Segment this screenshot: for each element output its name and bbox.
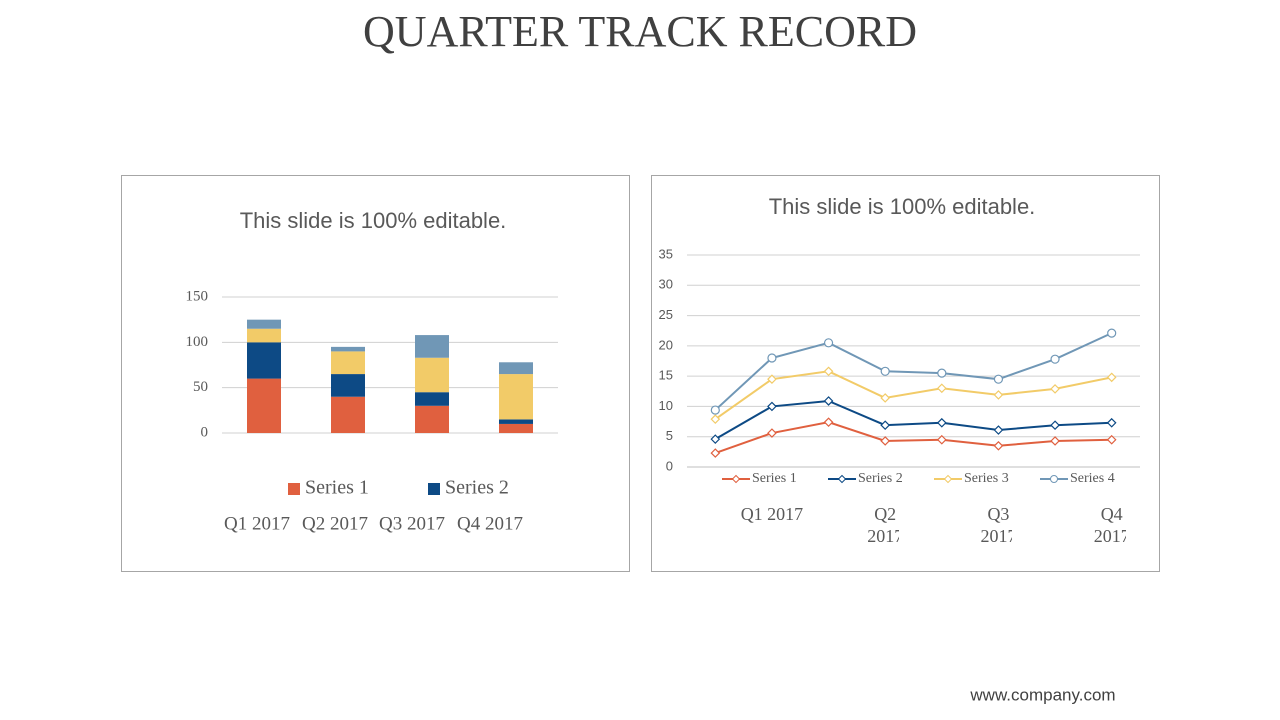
y-tick-label: 150 [186, 288, 209, 304]
legend-label: Series 3 [964, 471, 1009, 486]
legend-label: Series 2 [858, 471, 903, 486]
bar-segment [499, 362, 533, 375]
point-marker [1106, 434, 1117, 445]
point-marker [1050, 384, 1060, 394]
y-tick-label: 50 [193, 379, 208, 395]
bar-segment [331, 396, 365, 433]
bar-segment [331, 351, 365, 375]
legend-label: Series 2 [445, 477, 509, 499]
point-marker [823, 396, 834, 406]
line-series [714, 332, 1113, 411]
bar-segment [499, 419, 533, 424]
x-tick-label: Q4 2017 [457, 513, 523, 534]
point-marker [936, 417, 947, 428]
x-tick-label: Q1 2017 [224, 513, 290, 534]
point-marker [993, 425, 1004, 435]
point-marker [710, 414, 721, 424]
y-tick-label: 5 [666, 428, 673, 443]
point-marker [767, 353, 777, 363]
x-tick-label: Q3 2017 [379, 513, 445, 534]
point-marker [767, 401, 777, 412]
bar-segment [499, 423, 533, 433]
bar-segment [415, 357, 449, 393]
bar-segment [331, 346, 365, 352]
x-tick-label-box: Q3 2017 [980, 504, 1013, 546]
bar-segment [499, 374, 533, 420]
x-tick-label-box: Q4 2017 [1093, 504, 1126, 546]
point-marker [1050, 354, 1060, 364]
point-marker [937, 368, 947, 378]
y-tick-label: 100 [186, 334, 209, 350]
point-marker [823, 338, 834, 348]
point-marker [710, 405, 720, 415]
y-tick-label: 35 [659, 246, 673, 261]
point-marker [936, 434, 947, 445]
point-marker [993, 390, 1004, 400]
bar-segment [415, 392, 449, 406]
bar-segment [415, 405, 449, 433]
legend-marker [731, 474, 741, 484]
legend-label: Series 4 [1070, 471, 1115, 486]
point-marker [1050, 420, 1060, 431]
footer: www.company.com [969, 685, 1115, 704]
chart-title: This slide is 100% editable. [769, 194, 1036, 219]
point-marker [1050, 436, 1060, 446]
point-marker [767, 374, 777, 385]
y-tick-label: 0 [666, 458, 673, 473]
legend-swatch [288, 483, 300, 495]
point-marker [880, 393, 891, 403]
slide-title: QUARTER TRACK RECORD [363, 7, 917, 56]
bar-segment [247, 342, 281, 379]
legend-marker [1050, 475, 1058, 483]
point-marker [880, 420, 891, 431]
y-tick-label: 10 [659, 398, 673, 413]
bar-segment [247, 319, 281, 329]
legend-marker [943, 474, 953, 484]
legend-marker [837, 474, 847, 484]
x-tick-label: Q3 2017 [980, 504, 1013, 546]
point-marker [710, 434, 721, 444]
x-tick-label: Q2 2017 [302, 513, 368, 534]
bar-segment [247, 378, 281, 433]
x-tick-label-box: Q2 2017 [867, 504, 900, 546]
point-marker [710, 448, 721, 458]
point-marker [936, 383, 947, 394]
line-series [714, 421, 1112, 455]
point-marker [823, 366, 834, 377]
x-tick-label: Q1 2017 [740, 504, 804, 524]
x-tick-label: Q4 2017 [1093, 504, 1126, 546]
y-tick-label: 0 [201, 424, 209, 440]
bar-segment [331, 374, 365, 397]
y-tick-label: 30 [659, 277, 673, 292]
chart-title: This slide is 100% editable. [240, 208, 507, 233]
y-tick-label: 25 [659, 307, 673, 322]
legend-swatch [428, 483, 440, 495]
y-tick-label: 15 [659, 368, 673, 383]
chart-frame [651, 175, 1160, 572]
point-marker [880, 366, 890, 376]
point-marker [993, 374, 1004, 384]
x-tick-label-box: Q1 2017 [740, 504, 804, 524]
bar-segment [415, 335, 449, 358]
bar-segment [247, 328, 281, 343]
point-marker [1106, 372, 1117, 383]
point-marker [993, 440, 1004, 451]
point-marker [767, 428, 777, 438]
point-marker [1107, 328, 1117, 338]
legend-label: Series 1 [752, 471, 797, 486]
y-tick-label: 20 [659, 337, 673, 352]
point-marker [880, 436, 891, 446]
x-tick-label: Q2 2017 [867, 504, 900, 546]
point-marker [823, 417, 834, 428]
line-series [714, 370, 1112, 420]
line-series [714, 399, 1112, 441]
point-marker [1106, 417, 1117, 428]
chart-frame [121, 175, 630, 572]
legend-label: Series 1 [305, 477, 369, 499]
